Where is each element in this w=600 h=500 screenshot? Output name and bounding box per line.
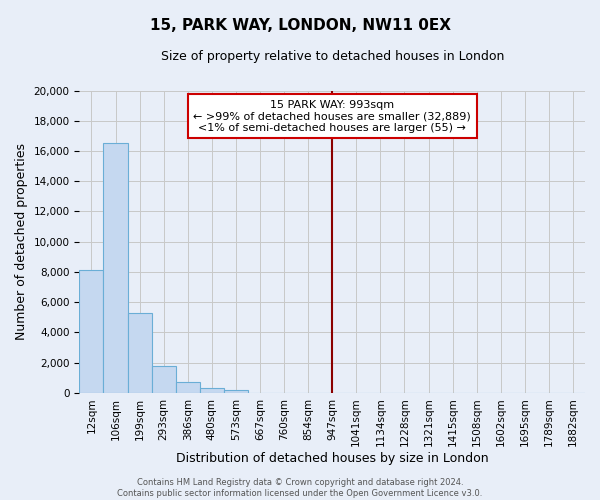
- Bar: [224, 390, 248, 393]
- Text: 15, PARK WAY, LONDON, NW11 0EX: 15, PARK WAY, LONDON, NW11 0EX: [149, 18, 451, 32]
- Bar: [79, 270, 103, 393]
- Text: Contains HM Land Registry data © Crown copyright and database right 2024.
Contai: Contains HM Land Registry data © Crown c…: [118, 478, 482, 498]
- Bar: [128, 312, 152, 393]
- Title: Size of property relative to detached houses in London: Size of property relative to detached ho…: [161, 50, 504, 63]
- Bar: [176, 382, 200, 393]
- Y-axis label: Number of detached properties: Number of detached properties: [15, 143, 28, 340]
- Bar: [103, 144, 128, 393]
- X-axis label: Distribution of detached houses by size in London: Distribution of detached houses by size …: [176, 452, 488, 465]
- Bar: [200, 388, 224, 393]
- Text: 15 PARK WAY: 993sqm
← >99% of detached houses are smaller (32,889)
<1% of semi-d: 15 PARK WAY: 993sqm ← >99% of detached h…: [193, 100, 471, 133]
- Bar: [152, 366, 176, 393]
